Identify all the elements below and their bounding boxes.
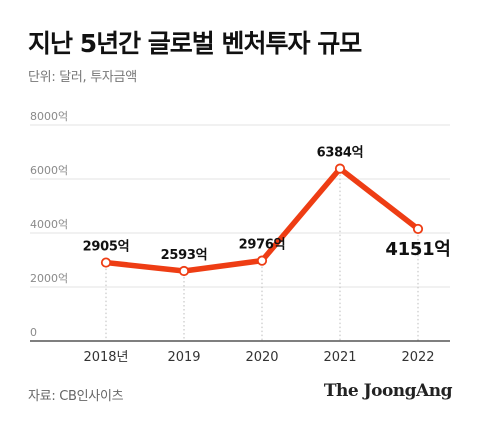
axis-layer: 0 2000억 4000억 6000억 8000억 2018년 2019 2020 2021 20… <box>30 110 450 365</box>
data-point <box>256 255 268 266</box>
data-label: 6384억 <box>317 146 364 161</box>
y-tick-label: 8000억 <box>30 110 68 123</box>
line-layer <box>100 163 424 277</box>
x-tick-label: 2022 <box>401 350 434 365</box>
chart-subtitle: 단위: 달러, 투자금액 <box>28 70 137 85</box>
data-label: 4151억 <box>385 239 450 260</box>
x-tick-label: 2019 <box>167 350 200 365</box>
data-point <box>178 265 190 277</box>
chart-title: 지난 5년간 글로벌 벤처투자 규모 <box>28 29 362 58</box>
data-point <box>334 163 346 174</box>
brand-logo: The JoongAng <box>323 381 453 401</box>
y-tick-label: 2000억 <box>30 272 68 285</box>
data-point <box>412 223 424 235</box>
x-tick-label: 2021 <box>323 350 356 365</box>
x-tick-label: 2018년 <box>83 350 128 365</box>
data-label: 2976억 <box>239 238 286 253</box>
x-tick-label: 2020 <box>245 350 278 365</box>
label-layer: 2905억 2593억 2976억 6384억 4151억 <box>83 146 451 263</box>
grid-layer <box>30 124 450 288</box>
guide-layer <box>105 174 419 341</box>
y-tick-label: 4000억 <box>30 218 68 231</box>
data-label: 2593억 <box>161 248 208 263</box>
data-point <box>100 257 112 268</box>
data-label: 2905억 <box>83 240 130 255</box>
y-tick-label: 6000억 <box>30 164 68 177</box>
source-note: 자료: CB인사이츠 <box>28 389 124 404</box>
y-tick-label: 0 <box>30 326 37 339</box>
